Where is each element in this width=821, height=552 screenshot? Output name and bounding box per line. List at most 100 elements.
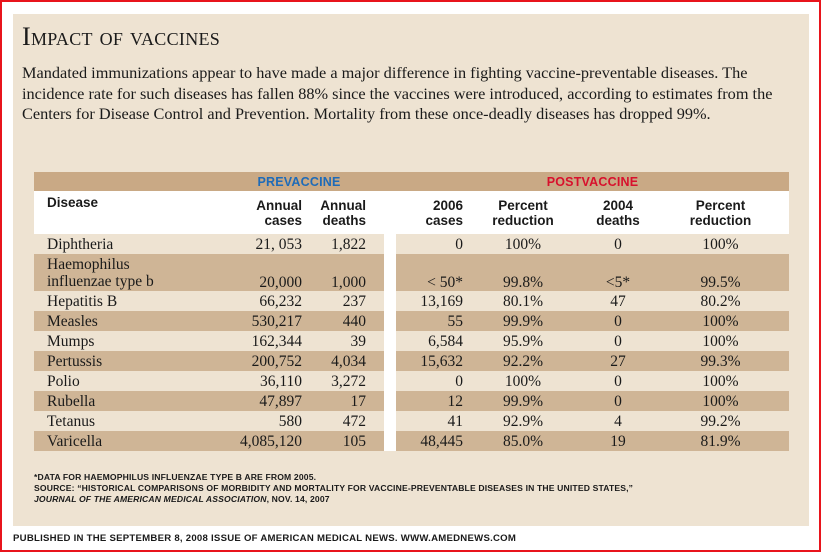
table-row: Haemophilus influenzae type b 20,000 1,000 <… <box>34 254 789 291</box>
table-row: Rubella 47,897 17 12 99.9% 0 100% <box>34 391 789 411</box>
cell-percent-reduction-cases: 99.9% <box>472 311 574 331</box>
cell-percent-reduction-cases: 100% <box>472 234 574 254</box>
cell-annual-deaths: 39 <box>302 331 384 351</box>
table-row: Polio 36,110 3,272 0 100% 0 100% <box>34 371 789 391</box>
cell-2004-deaths: 0 <box>574 311 662 331</box>
cell-percent-reduction-cases: 100% <box>472 371 574 391</box>
cell-percent-reduction-deaths: 99.2% <box>662 411 789 431</box>
cell-2004-deaths: <5* <box>574 254 662 291</box>
source-journal: JOURNAL OF THE AMERICAN MEDICAL ASSOCIAT… <box>34 494 267 504</box>
cell-disease: Varicella <box>34 431 214 451</box>
header-percent-reduction-deaths: Percent reduction <box>662 191 789 234</box>
postvaccine-label: POSTVACCINE <box>546 174 639 189</box>
cell-disease: Rubella <box>34 391 214 411</box>
table-row: Hepatitis B 66,232 237 13,169 80.1% 47 80.2% <box>34 291 789 311</box>
cell-2006-cases: < 50* <box>396 254 472 291</box>
cell-annual-deaths: 440 <box>302 311 384 331</box>
cell-annual-deaths: 472 <box>302 411 384 431</box>
cell-disease: Hepatitis B <box>34 291 214 311</box>
cell-annual-cases: 4,085,120 <box>214 431 302 451</box>
publication-footer: PUBLISHED IN THE SEPTEMBER 8, 2008 ISSUE… <box>13 533 517 544</box>
cell-percent-reduction-deaths: 100% <box>662 234 789 254</box>
cell-2004-deaths: 0 <box>574 391 662 411</box>
cell-disease: Measles <box>34 311 214 331</box>
cell-percent-reduction-cases: 99.8% <box>472 254 574 291</box>
cell-disease: Polio <box>34 371 214 391</box>
cell-2006-cases: 48,445 <box>396 431 472 451</box>
table-row: Pertussis 200,752 4,034 15,632 92.2% 27 99.3% <box>34 351 789 371</box>
cell-annual-cases: 36,110 <box>214 371 302 391</box>
table-row: Diphtheria 21, 053 1,822 0 100% 0 100% <box>34 234 789 254</box>
cell-annual-deaths: 4,034 <box>302 351 384 371</box>
cell-percent-reduction-deaths: 100% <box>662 391 789 411</box>
cell-percent-reduction-cases: 99.9% <box>472 391 574 411</box>
header-percent-reduction-cases: Percent reduction <box>472 191 574 234</box>
cell-percent-reduction-deaths: 100% <box>662 331 789 351</box>
cell-2006-cases: 0 <box>396 234 472 254</box>
cell-2004-deaths: 27 <box>574 351 662 371</box>
cell-2006-cases: 12 <box>396 391 472 411</box>
group-header-row: PREVACCINE POSTVACCINE <box>34 172 789 191</box>
cell-2004-deaths: 4 <box>574 411 662 431</box>
cell-percent-reduction-cases: 92.9% <box>472 411 574 431</box>
column-header-row: Disease Annual cases Annual deaths 2006 cas… <box>34 191 789 234</box>
table-row: Varicella 4,085,120 105 48,445 85.0% 19 81.9% <box>34 431 789 451</box>
cell-disease: Pertussis <box>34 351 214 371</box>
cell-percent-reduction-deaths: 100% <box>662 371 789 391</box>
cell-2004-deaths: 0 <box>574 234 662 254</box>
cell-percent-reduction-cases: 80.1% <box>472 291 574 311</box>
table-row: Tetanus 580 472 41 92.9% 4 99.2% <box>34 411 789 431</box>
cell-percent-reduction-deaths: 100% <box>662 311 789 331</box>
source-date: , NOV. 14, 2007 <box>266 494 330 504</box>
cell-percent-reduction-cases: 95.9% <box>472 331 574 351</box>
cell-disease: Tetanus <box>34 411 214 431</box>
cell-annual-cases: 580 <box>214 411 302 431</box>
cell-2006-cases: 41 <box>396 411 472 431</box>
cell-annual-cases: 200,752 <box>214 351 302 371</box>
cell-2004-deaths: 0 <box>574 371 662 391</box>
cell-annual-cases: 47,897 <box>214 391 302 411</box>
vaccine-table: PREVACCINE POSTVACCINE Disease Annual cas… <box>34 172 789 457</box>
cell-annual-deaths: 105 <box>302 431 384 451</box>
footnotes: *DATA FOR HAEMOPHILUS INFLUENZAE TYPE B … <box>34 472 794 505</box>
cell-2004-deaths: 0 <box>574 331 662 351</box>
cell-disease: Haemophilus influenzae type b <box>34 254 214 291</box>
cell-annual-deaths: 17 <box>302 391 384 411</box>
cell-2006-cases: 0 <box>396 371 472 391</box>
cell-annual-deaths: 1,822 <box>302 234 384 254</box>
cell-percent-reduction-deaths: 99.3% <box>662 351 789 371</box>
cell-percent-reduction-cases: 92.2% <box>472 351 574 371</box>
cell-percent-reduction-cases: 85.0% <box>472 431 574 451</box>
cell-disease: Mumps <box>34 331 214 351</box>
source-line: SOURCE: “HISTORICAL COMPARISONS OF MORBI… <box>34 483 634 493</box>
cell-annual-cases: 530,217 <box>214 311 302 331</box>
header-annual-cases: Annual cases <box>214 191 302 234</box>
cell-annual-deaths: 3,272 <box>302 371 384 391</box>
cell-annual-deaths: 1,000 <box>302 254 384 291</box>
cell-2006-cases: 6,584 <box>396 331 472 351</box>
table-row: Measles 530,217 440 55 99.9% 0 100% <box>34 311 789 331</box>
cell-annual-cases: 162,344 <box>214 331 302 351</box>
cell-percent-reduction-deaths: 99.5% <box>662 254 789 291</box>
footnote-haemophilus: *DATA FOR HAEMOPHILUS INFLUENZAE TYPE B … <box>34 472 317 482</box>
header-disease: Disease <box>34 191 214 234</box>
cell-annual-cases: 21, 053 <box>214 234 302 254</box>
cell-percent-reduction-deaths: 81.9% <box>662 431 789 451</box>
source-journal-line: JOURNAL OF THE AMERICAN MEDICAL ASSOCIAT… <box>34 494 794 505</box>
cell-2006-cases: 15,632 <box>396 351 472 371</box>
intro-paragraph: Mandated immunizations appear to have ma… <box>22 63 773 124</box>
cell-percent-reduction-deaths: 80.2% <box>662 291 789 311</box>
header-2004-deaths: 2004 deaths <box>574 191 662 234</box>
page-title: Impact of vaccines <box>22 22 221 51</box>
table-row: Mumps 162,344 39 6,584 95.9% 0 100% <box>34 331 789 351</box>
cell-disease: Diphtheria <box>34 234 214 254</box>
header-2006-cases: 2006 cases <box>396 191 472 234</box>
cell-annual-cases: 66,232 <box>214 291 302 311</box>
cell-2006-cases: 13,169 <box>396 291 472 311</box>
cell-2004-deaths: 19 <box>574 431 662 451</box>
cell-2006-cases: 55 <box>396 311 472 331</box>
cell-annual-cases: 20,000 <box>214 254 302 291</box>
header-annual-deaths: Annual deaths <box>302 191 384 234</box>
prevaccine-label: PREVACCINE <box>257 174 341 189</box>
